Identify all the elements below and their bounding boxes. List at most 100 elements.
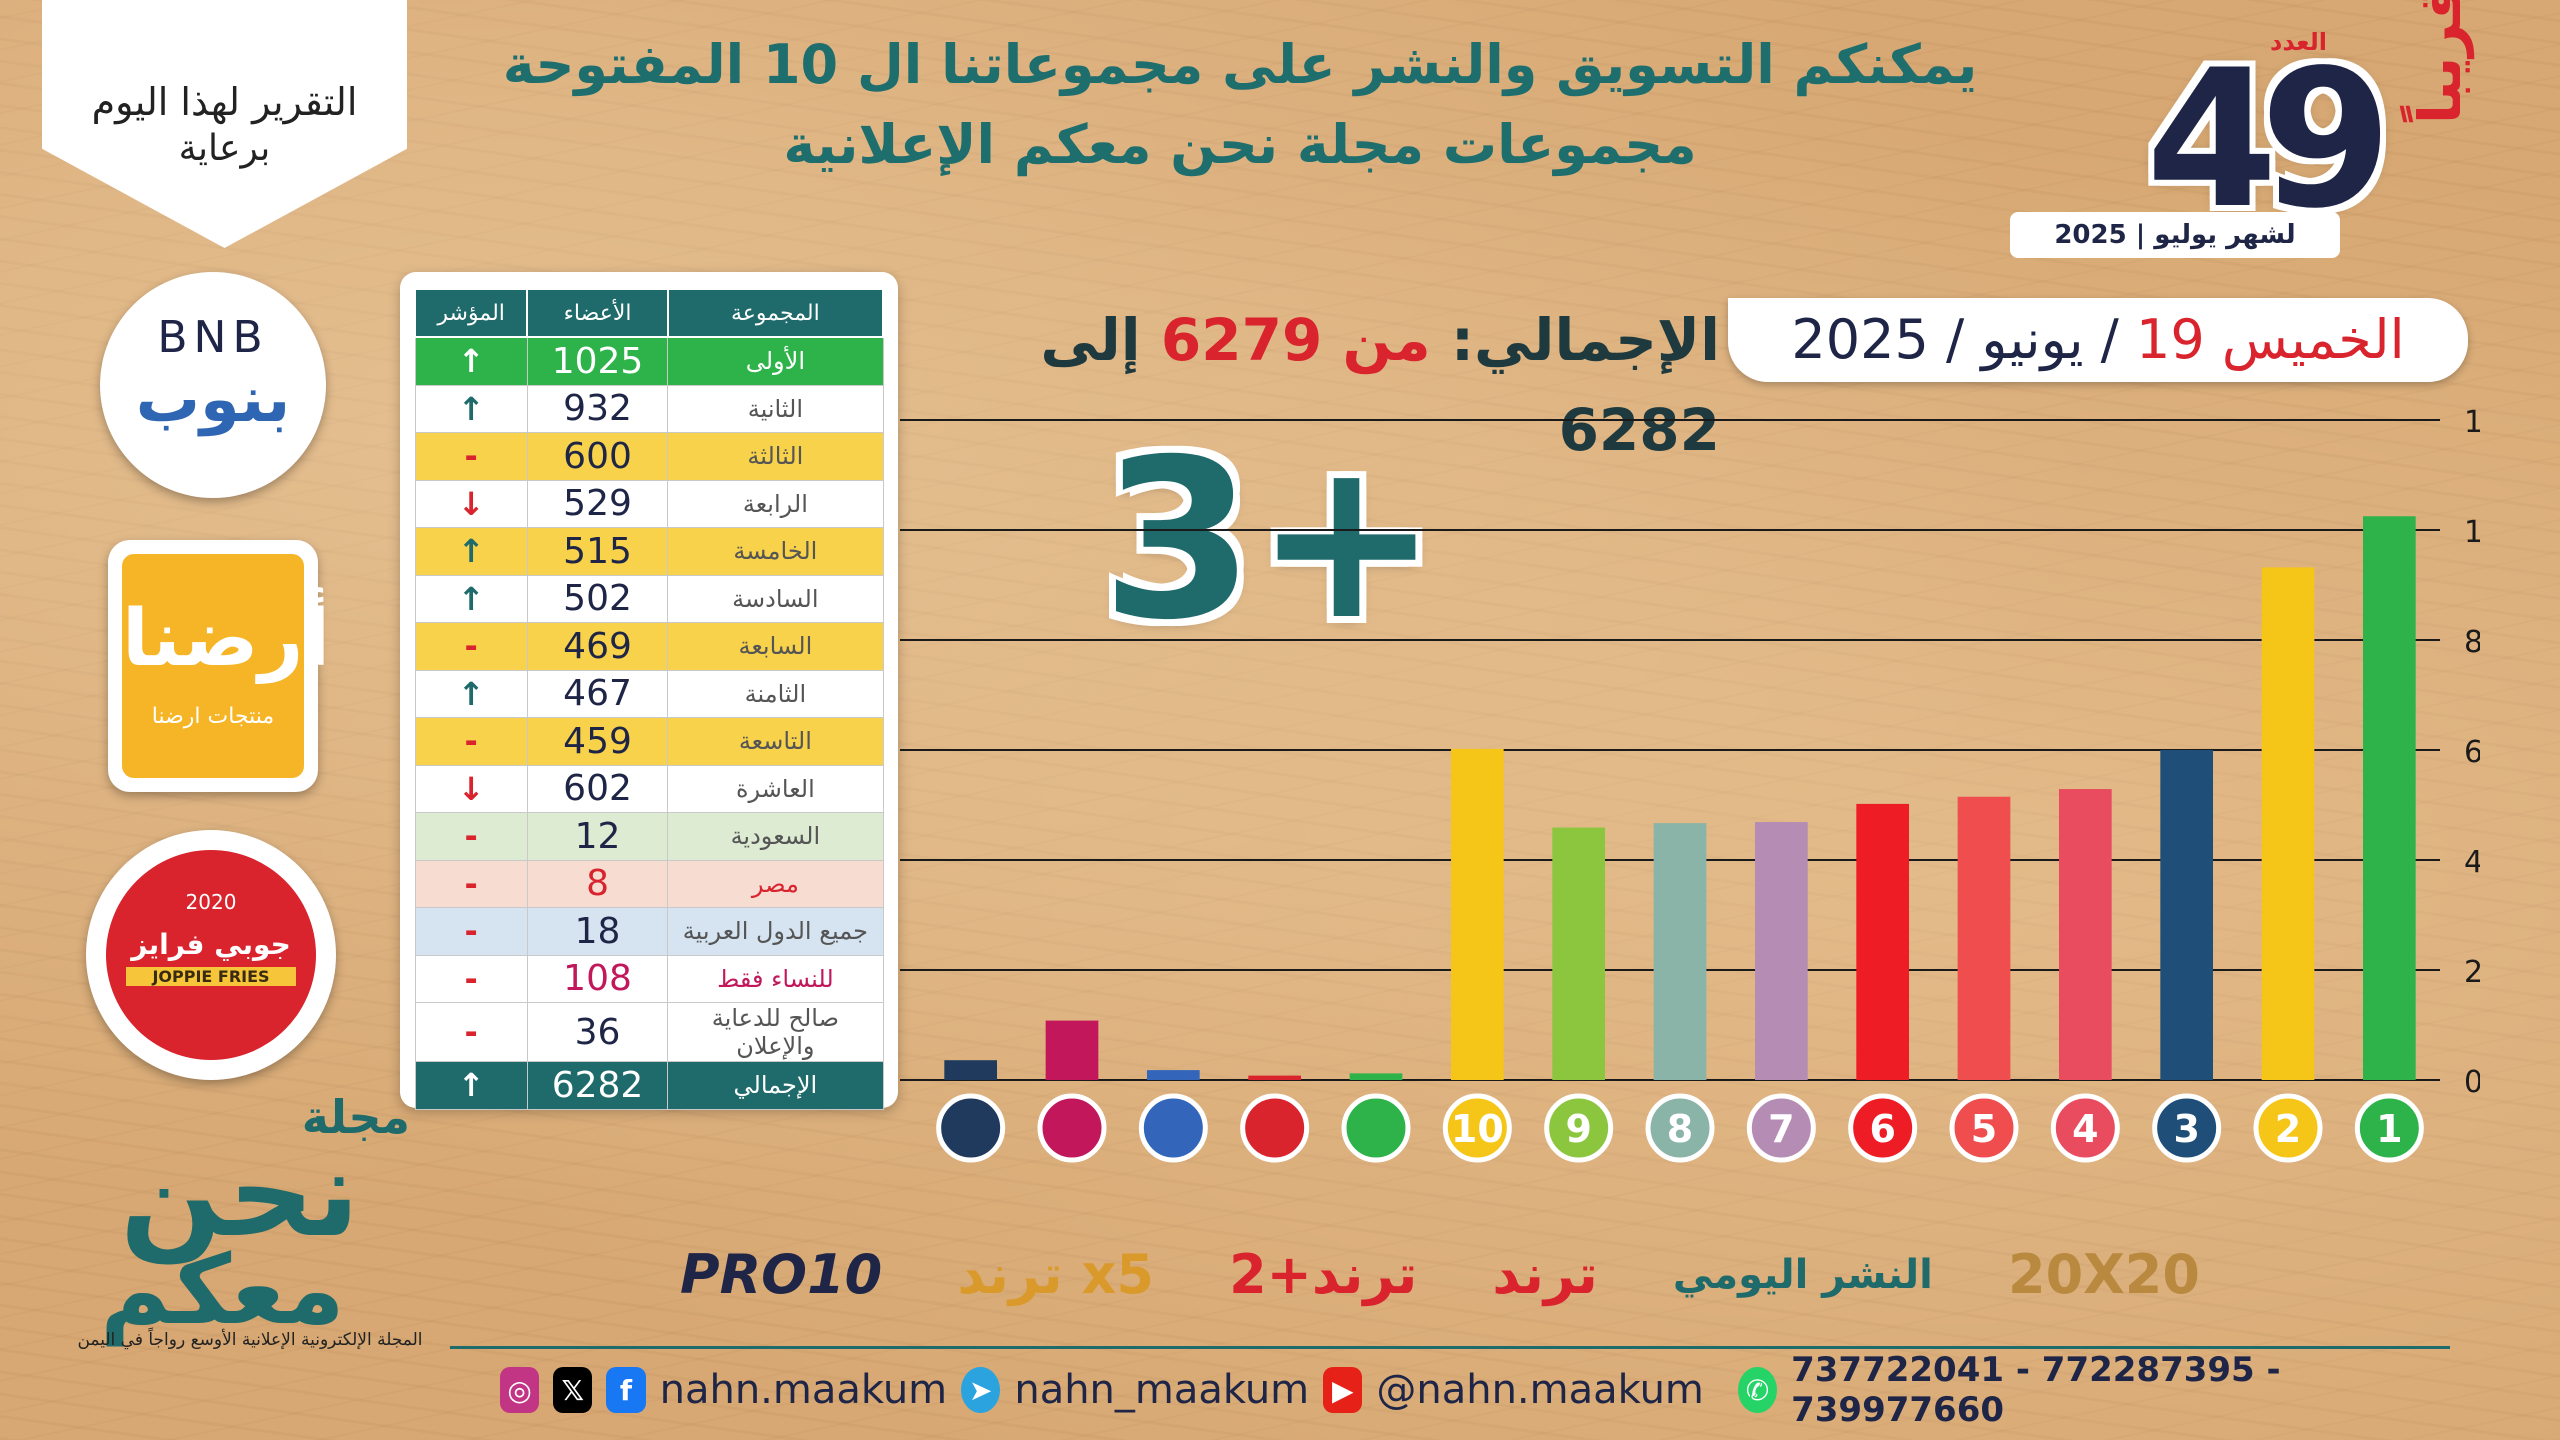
- row-indicator: ↑: [414, 669, 528, 718]
- category-marker: [1544, 1093, 1614, 1163]
- footer-contacts: ◎ 𝕏 f nahn.maakum ➤ nahn_maakum ▶ @nahn.…: [500, 1350, 2400, 1430]
- facebook-handle[interactable]: nahn.maakum: [659, 1367, 948, 1413]
- date-rest: / يونيو / 2025: [1791, 308, 2137, 371]
- row-group-name: الرابعة: [667, 479, 884, 528]
- row-group-name: جميع الدول العربية: [667, 907, 884, 956]
- category-marker: [1746, 1093, 1816, 1163]
- category-marker: [1138, 1093, 1208, 1163]
- service-pro10: PRO10: [680, 1243, 883, 1306]
- issue-label: العدد: [2270, 28, 2327, 56]
- row-group-name: الثانية: [667, 384, 884, 433]
- row-group-name: الثالثة: [667, 432, 884, 481]
- row-members: 6282: [526, 1061, 669, 1110]
- row-indicator: -: [414, 812, 528, 861]
- row-members: 515: [526, 527, 669, 576]
- telegram-icon[interactable]: ➤: [961, 1367, 1001, 1413]
- x-tick-label: 3: [2173, 1107, 2199, 1151]
- headline-line1: يمكنكم التسويق والنشر على مجموعاتنا ال 1…: [502, 33, 1978, 96]
- issue-soon: قريباً: [2406, 0, 2474, 124]
- header-group: المجموعة: [666, 288, 885, 338]
- youtube-icon[interactable]: ▶: [1323, 1367, 1363, 1413]
- total-label: الإجمالي:: [1450, 306, 1720, 374]
- category-marker: [2354, 1093, 2424, 1163]
- bar: [944, 1060, 998, 1080]
- table-row: الأولى 1025 ↑: [414, 336, 884, 386]
- category-marker: [1442, 1093, 1512, 1163]
- bar: [2160, 750, 2214, 1080]
- row-members: 529: [526, 479, 669, 528]
- bar: [1450, 748, 1504, 1080]
- table-row: الثالثة 600-: [414, 432, 884, 481]
- facebook-icon[interactable]: f: [606, 1367, 646, 1413]
- instagram-icon[interactable]: ◎: [500, 1367, 540, 1413]
- whatsapp-icon[interactable]: ✆: [1737, 1367, 1778, 1413]
- ardna-logo-title: أرضنا: [122, 594, 331, 684]
- phone-numbers[interactable]: 737722041 - 772287395 - 739977660: [1791, 1350, 2281, 1430]
- bnb-logo-ar: بنوب: [135, 363, 291, 437]
- telegram-handle[interactable]: nahn_maakum: [1014, 1367, 1310, 1413]
- y-tick-label: 1200: [2464, 405, 2480, 440]
- table-row: السابعة 469-: [414, 622, 884, 671]
- total-to: 6282: [1558, 396, 1720, 464]
- bar: [1957, 796, 2011, 1080]
- row-members: 932: [526, 384, 669, 433]
- category-marker: [936, 1093, 1006, 1163]
- y-tick-label: 800: [2464, 625, 2480, 660]
- service-trend-x5: ترند x5: [957, 1243, 1154, 1306]
- joppie-en: JOPPIE FRIES: [126, 967, 296, 986]
- bnb-logo: BNB بنوب: [100, 272, 326, 498]
- joppie-fries-logo: 2020 جوبي فرايز JOPPIE FRIES: [86, 830, 336, 1080]
- bar: [1146, 1070, 1200, 1080]
- row-indicator: ↑: [414, 1061, 528, 1110]
- row-indicator: -: [414, 432, 528, 481]
- category-marker: [1037, 1093, 1107, 1163]
- row-indicator: ↑: [414, 527, 528, 576]
- category-marker: [2152, 1093, 2222, 1163]
- table-row: الرابعة 529 ↓: [414, 479, 884, 528]
- row-indicator: ↓: [414, 479, 528, 528]
- table-row: جميع الدول العربية 18-: [414, 907, 884, 956]
- table-row: السعودية 12-: [414, 812, 884, 861]
- table-row: مصر 8-: [414, 859, 884, 908]
- bar: [1349, 1073, 1403, 1080]
- category-marker: [1240, 1093, 1310, 1163]
- row-group-name: الثامنة: [667, 669, 884, 718]
- bar: [1653, 823, 1707, 1080]
- row-group-name: صالح للدعاية والإعلان: [667, 1002, 884, 1062]
- row-members: 8: [526, 859, 669, 908]
- ardna-logo: أرضنا منتجات ارضنا: [108, 540, 331, 792]
- row-indicator: -: [414, 859, 528, 908]
- sponsor-title: التقرير لهذا اليوم: [91, 80, 358, 124]
- groups-table: المجموعة الأعضاء المؤشر الأولى 1025 ↑ الثان…: [413, 288, 885, 1110]
- issue-number: 49: [2145, 29, 2392, 250]
- table-header-row: المجموعة الأعضاء المؤشر: [413, 288, 885, 338]
- table-row: الخامسة 515 ↑: [414, 527, 884, 576]
- x-tick-label: 5: [1971, 1107, 1997, 1151]
- table-row: الثامنة 467 ↑: [414, 669, 884, 718]
- joppie-year: 2020: [185, 890, 237, 914]
- youtube-handle[interactable]: @nahn.maakum: [1376, 1367, 1704, 1413]
- row-group-name: السادسة: [667, 574, 884, 623]
- row-group-name: الخامسة: [667, 527, 884, 576]
- row-group-name: الأولى: [667, 336, 884, 386]
- groups-table-card: المجموعة الأعضاء المؤشر الأولى 1025 ↑ الثان…: [400, 272, 898, 1110]
- row-members: 502: [526, 574, 669, 623]
- service-daily-post: النشر اليومي: [1672, 1252, 1933, 1298]
- row-indicator: -: [414, 907, 528, 956]
- bar: [1552, 827, 1606, 1080]
- x-tick-label: 8: [1667, 1107, 1693, 1151]
- table-row: الثانية 932 ↑: [414, 384, 884, 433]
- table-row: صالح للدعاية والإعلان 36-: [414, 1002, 884, 1062]
- table-row: الإجمالي 6282 ↑: [414, 1061, 884, 1110]
- y-tick-label: 600: [2464, 735, 2480, 770]
- magazine-tagline: المجلة الإلكترونية الإعلانية الأوسع رواج…: [77, 1330, 423, 1350]
- row-members: 602: [526, 764, 669, 813]
- row-group-name: السعودية: [667, 812, 884, 861]
- table-row: السادسة 502 ↑: [414, 574, 884, 623]
- x-icon[interactable]: 𝕏: [553, 1367, 593, 1413]
- total-to-word: إلى: [1040, 306, 1161, 374]
- category-marker: [1848, 1093, 1918, 1163]
- service-trend: ترند: [1492, 1243, 1598, 1306]
- category-marker: [1341, 1093, 1411, 1163]
- row-members: 467: [526, 669, 669, 718]
